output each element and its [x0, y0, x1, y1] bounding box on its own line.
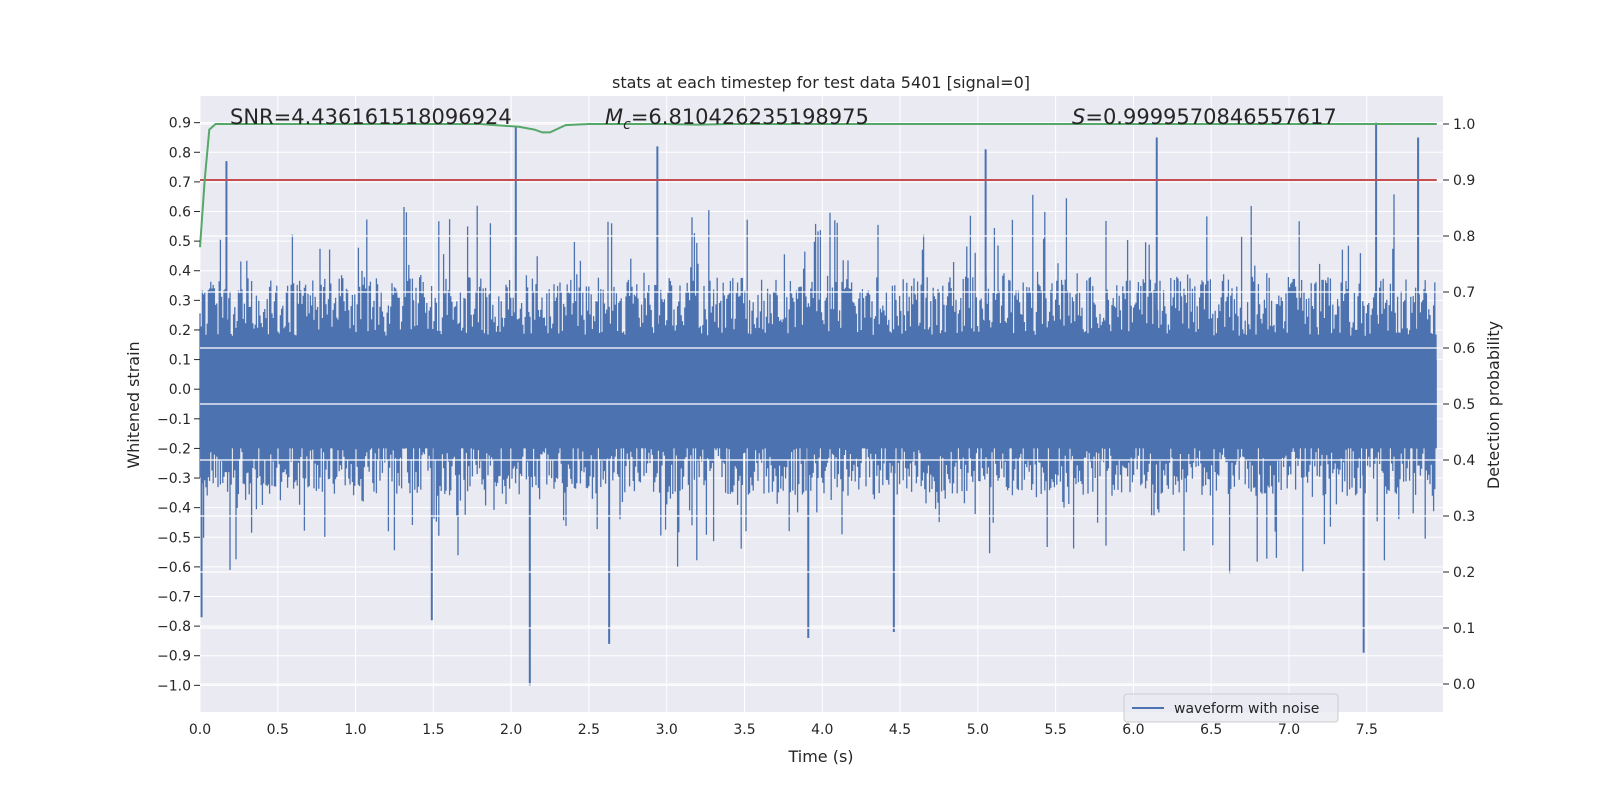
right-y-tick-label: 0.2 — [1453, 565, 1475, 581]
y-tick-label: −0.6 — [157, 560, 191, 576]
y-tick-label: 0.9 — [169, 116, 191, 132]
x-tick-label: 3.0 — [656, 722, 678, 738]
y-tick-label: −0.3 — [157, 471, 191, 487]
x-tick-label: 6.0 — [1122, 722, 1144, 738]
y-tick-label: −0.8 — [157, 619, 191, 635]
y-tick-label: 0.5 — [169, 234, 191, 250]
y-tick-label: −1.0 — [157, 678, 191, 694]
x-tick-label: 2.0 — [500, 722, 522, 738]
legend-box — [1123, 693, 1339, 723]
s-symbol: S — [1072, 105, 1085, 129]
right-y-tick-label: 0.0 — [1453, 677, 1475, 693]
legend: waveform with noise — [1123, 693, 1339, 723]
y-tick-label: −0.5 — [157, 530, 191, 546]
right-y-tick-label: 0.1 — [1453, 621, 1475, 637]
y-tick-label: 0.4 — [169, 264, 191, 280]
x-tick-label: 1.5 — [422, 722, 444, 738]
x-tick-label: 1.0 — [344, 722, 366, 738]
x-tick-label: 3.5 — [733, 722, 755, 738]
right-y-tick-label: 0.6 — [1453, 341, 1475, 357]
y-tick-labels: 0.9 0.8 0.7 0.6 0.5 0.4 0.3 0.2 0.1 0.0 −0.1 −0.2 −0… — [157, 116, 200, 694]
right-y-tick-label: 0.3 — [1453, 509, 1475, 525]
right-y-tick-label: 0.9 — [1453, 173, 1475, 189]
y-tick-label: 0.2 — [169, 323, 191, 339]
y-tick-label: 0.1 — [169, 353, 191, 369]
y-tick-label: −0.1 — [157, 412, 191, 428]
detection-probability-line — [199, 123, 1437, 248]
y-tick-label: −0.9 — [157, 649, 191, 665]
y-tick-label: 0.8 — [169, 145, 191, 161]
s-annotation: S=0.9999570846557617 — [1072, 105, 1337, 129]
right-y-tick-label: 1.0 — [1453, 117, 1475, 133]
right-y-tick-label: 0.7 — [1453, 285, 1475, 301]
x-tick-label: 0.0 — [189, 722, 211, 738]
x-tick-label: 7.5 — [1356, 722, 1378, 738]
y-tick-label: 0.7 — [169, 175, 191, 191]
x-tick-label: 5.5 — [1044, 722, 1066, 738]
y-tick-label: −0.2 — [157, 441, 191, 457]
x-tick-label: 2.5 — [578, 722, 600, 738]
right-y-tick-labels: 1.0 0.9 0.8 0.7 0.6 0.5 0.4 0.3 0.2 0.1 0.0 — [1443, 117, 1475, 693]
x-tick-labels: 0.0 0.5 1.0 1.5 2.0 2.5 3.0 3.5 4.0 4.5 5.0 5.5 6.0 6… — [189, 722, 1378, 738]
mc-value: =6.810426235198975 — [631, 105, 869, 129]
x-tick-label: 0.5 — [267, 722, 289, 738]
y-tick-label: 0.0 — [169, 382, 191, 398]
y-tick-label: 0.6 — [169, 205, 191, 221]
mc-annotation: Mc=6.810426235198975 — [605, 105, 869, 133]
mc-symbol: M — [605, 105, 623, 129]
x-tick-label: 4.5 — [889, 722, 911, 738]
x-axis-label: Time (s) — [787, 747, 853, 766]
legend-label-waveform: waveform with noise — [1174, 701, 1319, 717]
mc-subscript: c — [623, 117, 631, 133]
snr-annotation: SNR=4.436161518096924 — [230, 105, 512, 129]
y-tick-label: −0.7 — [157, 590, 191, 606]
y-tick-label: 0.3 — [169, 293, 191, 309]
right-y-tick-label: 0.4 — [1453, 453, 1475, 469]
s-value: =0.9999570846557617 — [1085, 105, 1336, 129]
y-axis-label: Whitened strain — [124, 341, 143, 468]
chart-title: stats at each timestep for test data 540… — [612, 73, 1030, 92]
x-tick-label: 7.0 — [1278, 722, 1300, 738]
right-y-tick-label: 0.8 — [1453, 229, 1475, 245]
right-y-tick-label: 0.5 — [1453, 397, 1475, 413]
y-tick-label: −0.4 — [157, 501, 191, 517]
x-tick-label: 5.0 — [967, 722, 989, 738]
right-y-axis-label: Detection probability — [1484, 321, 1503, 489]
x-tick-label: 4.0 — [811, 722, 833, 738]
x-tick-label: 6.5 — [1200, 722, 1222, 738]
